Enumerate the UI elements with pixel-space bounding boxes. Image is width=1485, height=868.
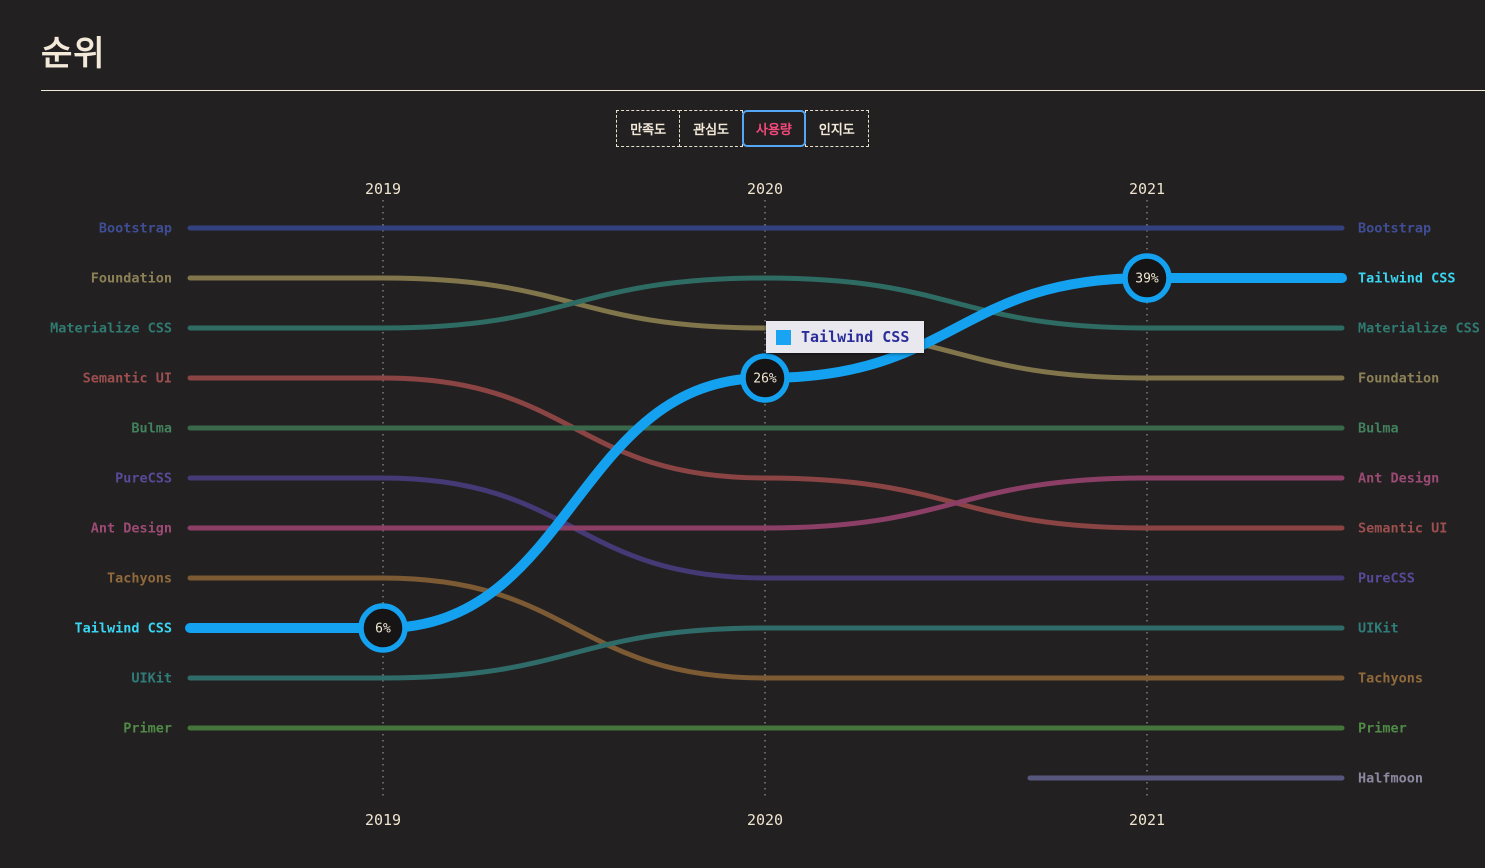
series-label-right-tailwind-css: Tailwind CSS (1358, 271, 1456, 287)
series-line-purecss[interactable] (187, 475, 1345, 581)
series-label-right-uikit: UIKit (1358, 621, 1399, 637)
series-label-left-primer: Primer (123, 721, 172, 737)
data-point-value-2021: 39% (1135, 272, 1159, 287)
series-label-right-semantic-ui: Semantic UI (1358, 521, 1447, 537)
series-label-right-bootstrap: Bootstrap (1358, 221, 1431, 237)
series-label-left-purecss: PureCSS (115, 471, 172, 487)
series-label-left-semantic-ui: Semantic UI (83, 371, 172, 387)
metric-button-usage[interactable]: 사용량 (742, 110, 806, 147)
series-label-right-tachyons: Tachyons (1358, 671, 1423, 687)
series-label-left-tailwind-css: Tailwind CSS (74, 621, 172, 637)
series-line-semantic-ui[interactable] (187, 375, 1345, 531)
series-label-left-ant-design: Ant Design (91, 521, 172, 537)
series-label-right-bulma: Bulma (1358, 421, 1399, 437)
data-point-value-2019: 6% (375, 622, 391, 637)
year-label-top-2019: 2019 (365, 180, 401, 198)
tooltip-swatch (776, 329, 791, 345)
data-point-circle-2019[interactable] (358, 603, 408, 653)
series-label-right-purecss: PureCSS (1358, 571, 1415, 587)
series-label-right-primer: Primer (1358, 721, 1407, 737)
series-label-left-materialize-css: Materialize CSS (50, 321, 172, 337)
year-label-bottom-2020: 2020 (747, 811, 783, 829)
title-divider (41, 90, 1485, 91)
data-point-circle-2021[interactable] (1122, 253, 1172, 303)
tooltip-label: Tailwind CSS (801, 328, 910, 346)
series-line-materialize-css[interactable] (187, 275, 1345, 331)
series-label-right-foundation: Foundation (1358, 371, 1439, 387)
page-title: 순위 (41, 34, 106, 74)
series-line-foundation[interactable] (187, 275, 1345, 381)
series-line-uikit[interactable] (187, 625, 1345, 681)
series-line-tachyons[interactable] (187, 575, 1345, 681)
series-label-left-bootstrap: Bootstrap (99, 221, 172, 237)
series-label-right-halfmoon: Halfmoon (1358, 771, 1423, 787)
year-label-top-2021: 2021 (1129, 180, 1165, 198)
series-label-left-foundation: Foundation (91, 271, 172, 287)
year-label-bottom-2021: 2021 (1129, 811, 1165, 829)
data-point-value-2020: 26% (753, 372, 777, 387)
series-label-right-materialize-css: Materialize CSS (1358, 321, 1480, 337)
series-label-right-ant-design: Ant Design (1358, 471, 1439, 487)
series-label-left-bulma: Bulma (131, 421, 172, 437)
series-label-left-uikit: UIKit (131, 671, 172, 687)
chart-tooltip: Tailwind CSS (766, 321, 925, 353)
series-line-ant-design[interactable] (187, 475, 1345, 531)
year-label-bottom-2019: 2019 (365, 811, 401, 829)
metric-toggle-group: 만족도 관심도 사용량 인지도 (0, 110, 1485, 147)
year-label-top-2020: 2020 (747, 180, 783, 198)
series-label-left-tachyons: Tachyons (107, 571, 172, 587)
data-point-circle-2020[interactable] (740, 353, 790, 403)
